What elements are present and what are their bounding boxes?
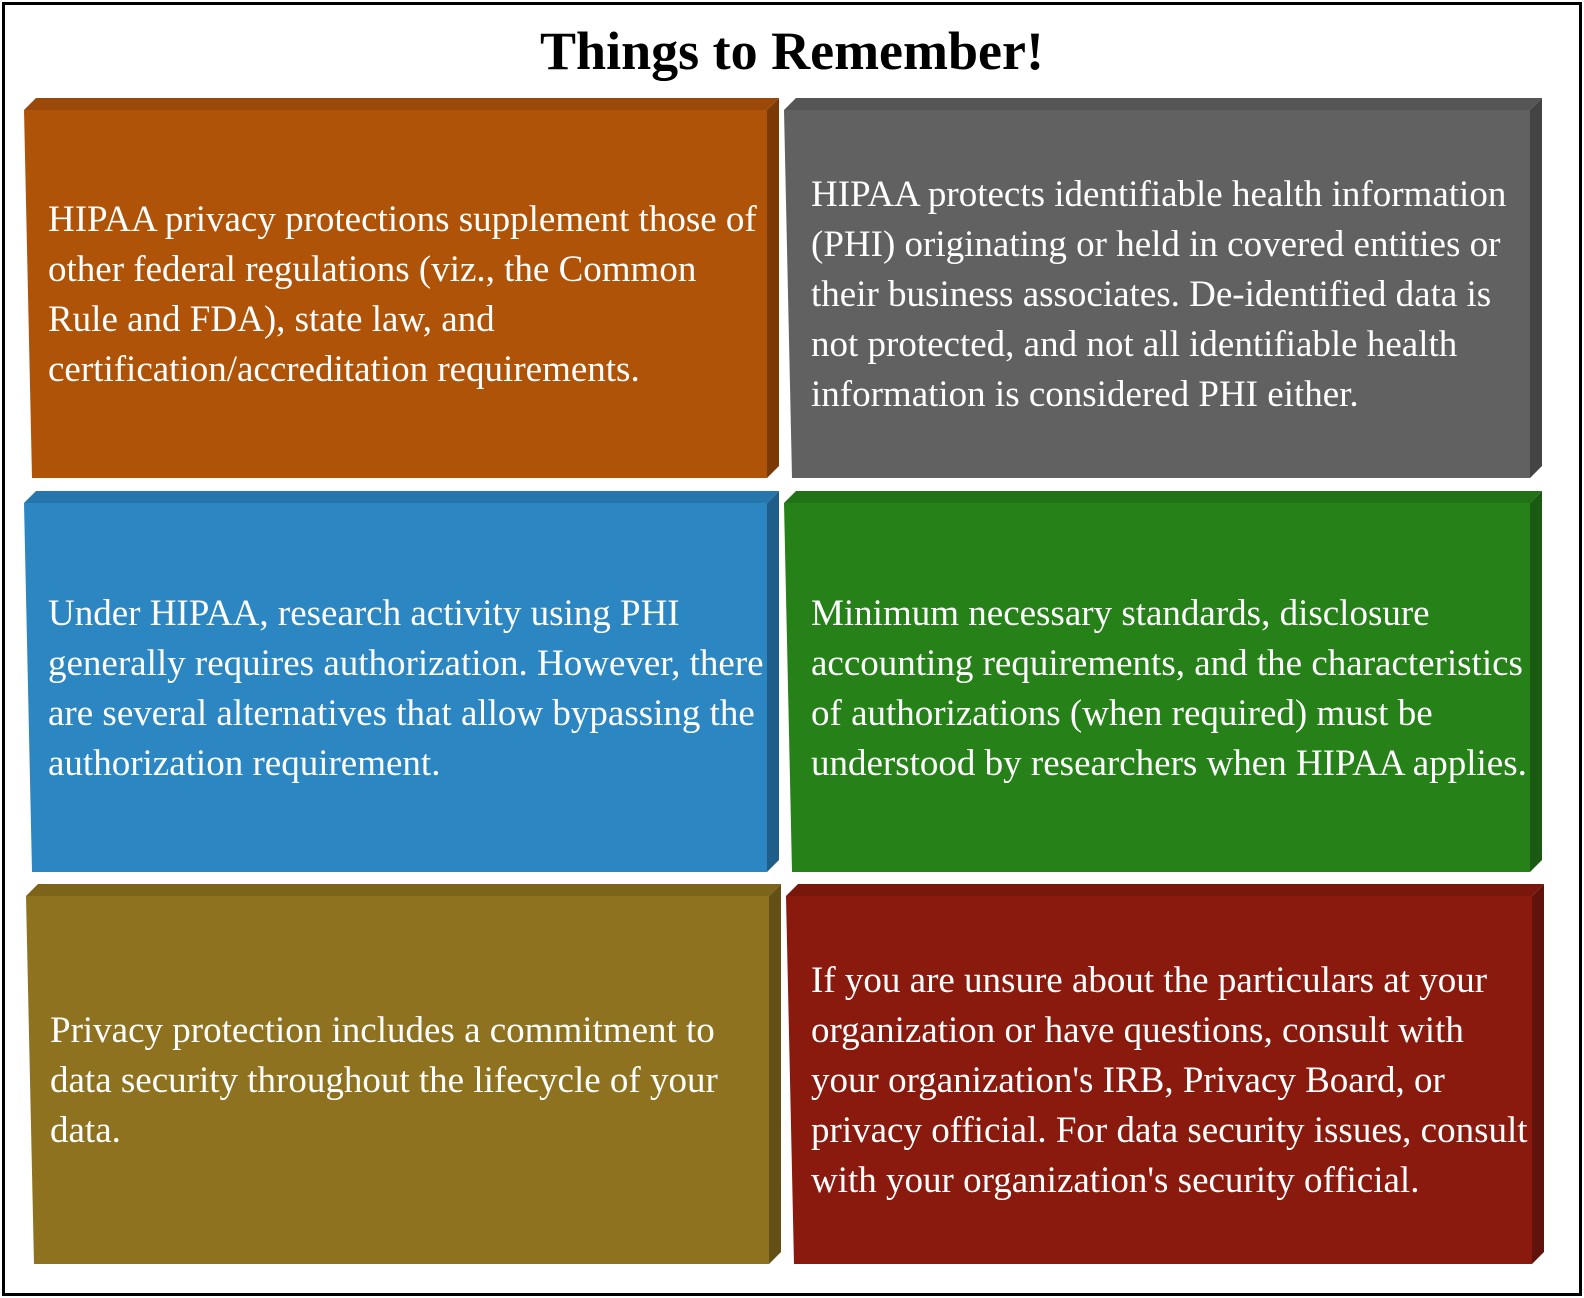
tile-text: HIPAA privacy protections supplement tho… — [48, 112, 768, 478]
tile-shape — [784, 491, 1542, 872]
tile-shape — [24, 491, 779, 872]
tile-consult-officials: If you are unsure about the particulars … — [786, 884, 1544, 1264]
tile-text-content: Minimum necessary standards, disclosure … — [811, 592, 1527, 784]
tile-text-content: HIPAA protects identifiable health infor… — [811, 174, 1507, 415]
tile-top-bevel — [24, 491, 779, 503]
tile-text-content: Privacy protection includes a commitment… — [50, 1010, 718, 1151]
tile-top-bevel — [784, 98, 1542, 110]
tile-text-content: Under HIPAA, research activity using PHI… — [48, 592, 764, 784]
tile-privacy-supplement: HIPAA privacy protections supplement tho… — [24, 98, 779, 478]
tile-front-face — [26, 896, 769, 1264]
tile-front-face — [24, 503, 767, 872]
tile-front-face — [784, 503, 1530, 872]
tile-right-bevel — [769, 884, 781, 1264]
tile-shape — [26, 884, 781, 1264]
tile-right-bevel — [1530, 98, 1542, 478]
tile-top-bevel — [26, 884, 781, 896]
tile-top-bevel — [784, 491, 1542, 503]
tile-right-bevel — [1532, 884, 1544, 1264]
tile-right-bevel — [767, 98, 779, 478]
tile-text: If you are unsure about the particulars … — [811, 898, 1533, 1264]
tile-text: Minimum necessary standards, disclosure … — [811, 505, 1533, 872]
tile-right-bevel — [1530, 491, 1542, 872]
tile-shape — [24, 98, 779, 478]
tile-minimum-necessary: Minimum necessary standards, disclosure … — [784, 491, 1542, 872]
tile-research-authorization: Under HIPAA, research activity using PHI… — [24, 491, 779, 872]
tile-top-bevel — [24, 98, 779, 110]
tile-text-content: If you are unsure about the particulars … — [811, 960, 1528, 1201]
tile-front-face — [784, 110, 1530, 478]
tile-text: HIPAA protects identifiable health infor… — [811, 112, 1531, 478]
tile-text-content: HIPAA privacy protections supplement tho… — [48, 199, 757, 390]
tile-data-security: Privacy protection includes a commitment… — [26, 884, 781, 1264]
tile-right-bevel — [767, 491, 779, 872]
tile-front-face — [786, 896, 1532, 1264]
tile-shape — [786, 884, 1544, 1264]
tile-text: Privacy protection includes a commitment… — [50, 898, 770, 1264]
tile-front-face — [24, 110, 767, 478]
page-title: Things to Remember! — [540, 21, 1044, 81]
tile-text: Under HIPAA, research activity using PHI… — [48, 505, 770, 872]
tile-top-bevel — [786, 884, 1544, 896]
tile-shape — [784, 98, 1542, 478]
tile-phi-definition: HIPAA protects identifiable health infor… — [784, 98, 1542, 478]
